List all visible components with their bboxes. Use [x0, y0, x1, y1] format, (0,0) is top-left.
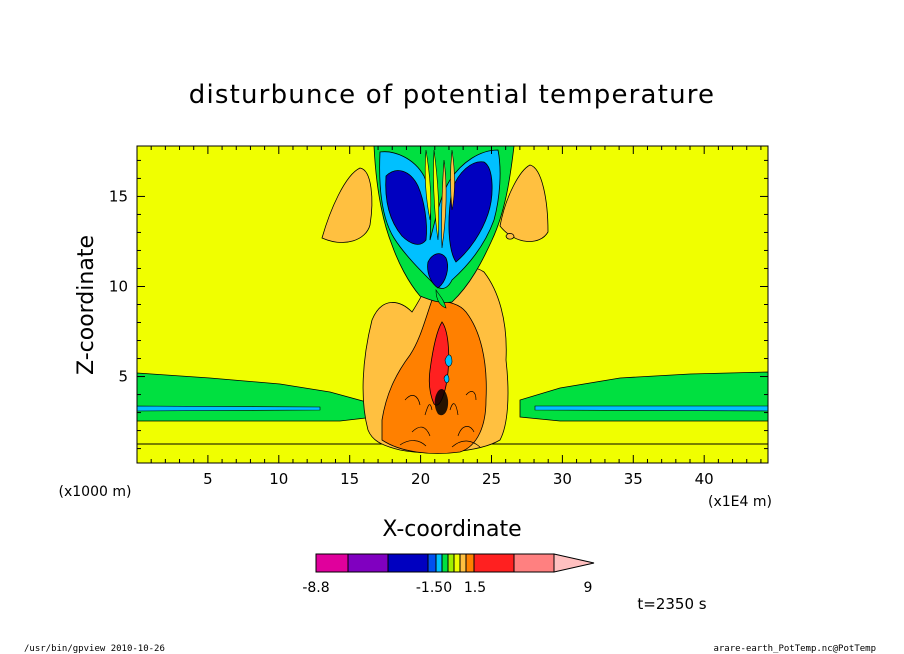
colorbar: -8.8 -1.50 1.5 9 [302, 553, 595, 596]
colorbar-segment [513, 553, 555, 573]
contour-lobe-upper-right [499, 164, 549, 242]
contour-core-cyan [444, 354, 453, 367]
colorbar-min-label: -8.8 [302, 580, 329, 596]
colorbar-segment [315, 553, 349, 573]
chart-title: disturbunce of potential temperature [189, 80, 716, 110]
colorbar-segment [453, 553, 461, 573]
colorbar-mid-label-neg: -1.50 [416, 580, 452, 596]
contour-center-streaks [424, 149, 455, 309]
x-tick-label: 25 [482, 470, 501, 488]
footer-left: /usr/bin/gpview 2010-10-26 [24, 644, 165, 654]
contour-core-dark [434, 388, 449, 416]
contour-lobe-upper-left [321, 167, 373, 243]
x-tick-label: 10 [269, 470, 288, 488]
x-unit-left: (x1000 m) [59, 484, 132, 500]
time-label: t=2350 s [637, 595, 706, 613]
colorbar-segment [387, 553, 429, 573]
colorbar-segment [435, 553, 443, 573]
contour-core-red [428, 321, 450, 406]
x-tick-labels: 5 10 15 20 25 30 35 40 [203, 470, 714, 488]
colorbar-segment [441, 553, 449, 573]
contour-field [137, 146, 768, 454]
colorbar-segment [459, 553, 467, 573]
y-tick-label: 10 [109, 277, 128, 295]
contour-cyan-line-right [534, 405, 768, 412]
colorbar-segment [427, 553, 437, 573]
x-axis-label: X-coordinate [382, 517, 521, 542]
x-tick-label: 5 [203, 470, 213, 488]
colorbar-arrow [553, 553, 595, 573]
contour-fine-lines [399, 391, 481, 448]
x-tick-label: 15 [340, 470, 359, 488]
x-tick-label: 30 [553, 470, 572, 488]
colorbar-segment [347, 553, 389, 573]
contour-upper-blue-left [385, 170, 427, 245]
y-axis-label: Z-coordinate [74, 235, 99, 375]
colorbar-mid-label-pos: 1.5 [464, 580, 486, 596]
y-ticks [137, 159, 768, 450]
colorbar-segment [447, 553, 455, 573]
contour-small-island [505, 233, 515, 240]
colorbar-max-label: 9 [584, 580, 593, 596]
plot-area: 5 10 15 20 25 30 35 40 5 10 15 [109, 145, 769, 488]
contour-cyan-line-left [137, 405, 321, 412]
contour-core-cyan-2 [443, 374, 450, 384]
colorbar-segment [473, 553, 515, 573]
x-ticks [136, 146, 762, 463]
x-tick-label: 35 [624, 470, 643, 488]
x-unit-right: (x1E4 m) [708, 494, 772, 510]
y-tick-label: 15 [109, 187, 128, 205]
contour-upper-blue-center [427, 253, 448, 289]
y-tick-labels: 5 10 15 [109, 187, 128, 385]
x-tick-label: 20 [411, 470, 430, 488]
x-tick-label: 40 [695, 470, 714, 488]
y-tick-label: 5 [118, 368, 128, 386]
contour-upper-blue-right [448, 161, 493, 263]
colorbar-segment [465, 553, 475, 573]
footer-right: arare-earth_PotTemp.nc@PotTemp [713, 644, 876, 654]
colorbar-segments [315, 553, 595, 573]
